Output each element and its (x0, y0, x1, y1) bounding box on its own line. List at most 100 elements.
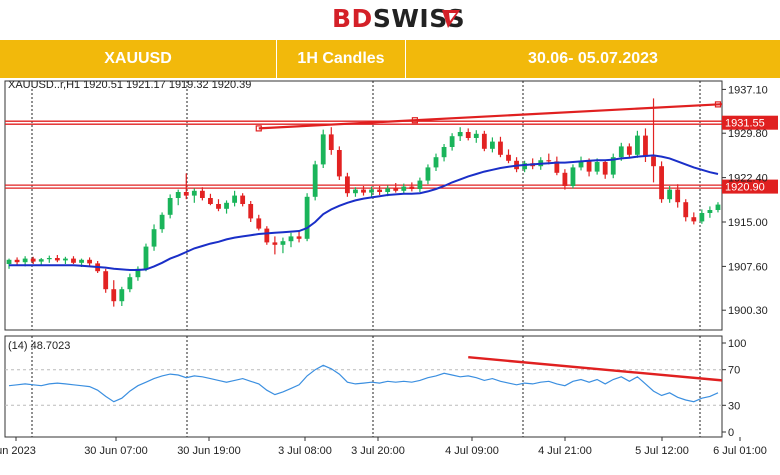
candle-body (232, 195, 238, 203)
x-tick-label: 30 Jun 07:00 (84, 445, 148, 457)
candle-body (385, 188, 391, 192)
candle-body (667, 189, 673, 200)
candle-body (473, 133, 479, 138)
price-chart-title: XAUUSD..r,H1 1920.51 1921.17 1919.32 192… (8, 79, 251, 91)
candle-body (522, 163, 528, 170)
candle-body (240, 195, 246, 204)
candle-body (272, 242, 278, 245)
candle-body (594, 162, 600, 172)
candle-body (409, 186, 415, 189)
candle-body (635, 135, 640, 155)
candle-body (312, 164, 318, 197)
candle-body (643, 135, 648, 157)
rsi-frame (4, 335, 723, 438)
candle-body (46, 258, 52, 260)
x-tick-label: 6 Jul 01:00 (713, 445, 767, 457)
candle-body (369, 189, 374, 193)
candle-body (344, 176, 350, 194)
rsi-y-tick-label: 30 (728, 400, 740, 412)
x-tick-label: 4 Jul 09:00 (445, 445, 499, 457)
trendline-anchor (255, 125, 262, 132)
candle-body (441, 147, 447, 158)
candle-body (457, 132, 463, 137)
candle-body (586, 160, 592, 172)
candle-body (208, 198, 213, 204)
candle-body (248, 204, 254, 219)
candle-body (498, 141, 503, 155)
time-axis: un 2023 30 Jun 07:00 30 Jun 19:00 3 Jul 08:… (0, 436, 767, 457)
level-price-tag (722, 179, 778, 194)
level-price-tag (722, 115, 778, 130)
y-tick-label: 1907.60 (728, 261, 768, 273)
candle-body (175, 192, 181, 198)
candle-body (659, 166, 664, 200)
candle-body (119, 289, 125, 302)
candle-body (264, 228, 270, 243)
candle-body (610, 157, 616, 175)
candle-body (570, 167, 576, 186)
candle-body (151, 229, 157, 247)
candle-body (506, 154, 511, 161)
level-price-label: 1920.90 (725, 182, 765, 194)
candle-body (135, 268, 141, 278)
candle-body (691, 217, 697, 222)
candle-body (449, 136, 455, 147)
candle-body (79, 259, 84, 263)
candle-body (602, 162, 608, 175)
candle-body (578, 160, 584, 168)
candle-body (554, 161, 560, 173)
candle-body (320, 134, 326, 165)
candle-body (159, 214, 165, 230)
candle-body (675, 189, 681, 203)
candle-body (280, 241, 286, 245)
candle-body (401, 186, 407, 191)
candle-body (38, 259, 44, 262)
timeframe-label: 1H Candles (297, 50, 385, 67)
date-range-label: 30.06- 05.07.2023 (528, 50, 658, 67)
candle-body (224, 202, 229, 209)
x-tick-label: 3 Jul 20:00 (351, 445, 405, 457)
moving-average-line (9, 154, 719, 271)
rsi-y-tick-label: 70 (728, 365, 740, 377)
y-tick-label: 1915.00 (728, 217, 768, 229)
candle-body (30, 258, 36, 262)
rsi-y-tick-label: 100 (728, 338, 746, 350)
header-divider (405, 40, 406, 78)
candle-body (167, 198, 173, 215)
candle-body (562, 172, 568, 186)
candle-body (111, 289, 117, 302)
candle-body (199, 190, 205, 198)
candle-body (336, 150, 342, 177)
candle-body (63, 258, 68, 261)
chart-area: XAUUSD..r,H1 1920.51 1921.17 1919.32 192… (0, 79, 778, 457)
x-tick-label: un 2023 (0, 445, 36, 457)
header-divider (276, 40, 277, 78)
symbol-label: XAUUSD (104, 50, 172, 67)
candle-body (353, 189, 358, 194)
level-price-label: 1931.55 (725, 118, 765, 130)
candle-body (103, 271, 109, 290)
brand-flag-icon (442, 10, 460, 28)
candle-body (143, 246, 149, 269)
candle-body (183, 192, 189, 196)
price-frame (4, 80, 723, 331)
y-tick-label: 1929.80 (728, 128, 768, 140)
candle-body (71, 258, 76, 263)
candle-body (87, 259, 92, 264)
candle-body (683, 202, 689, 218)
trendline-anchor (411, 117, 418, 124)
x-tick-label: 30 Jun 19:00 (177, 445, 241, 457)
y-tick-label: 1900.30 (728, 305, 768, 317)
candle-body (651, 156, 656, 167)
candle-body (288, 236, 294, 242)
brand-bd: BD (332, 4, 373, 33)
candle-body (6, 259, 12, 264)
candle-body (304, 196, 310, 239)
candle-body (191, 190, 197, 196)
brand-bar: BDSWISS (0, 0, 780, 40)
x-tick-label: 4 Jul 21:00 (538, 445, 592, 457)
candle-body (296, 236, 302, 239)
candle-body (256, 218, 262, 229)
price-trendline (258, 103, 723, 130)
candle-body (22, 258, 28, 263)
